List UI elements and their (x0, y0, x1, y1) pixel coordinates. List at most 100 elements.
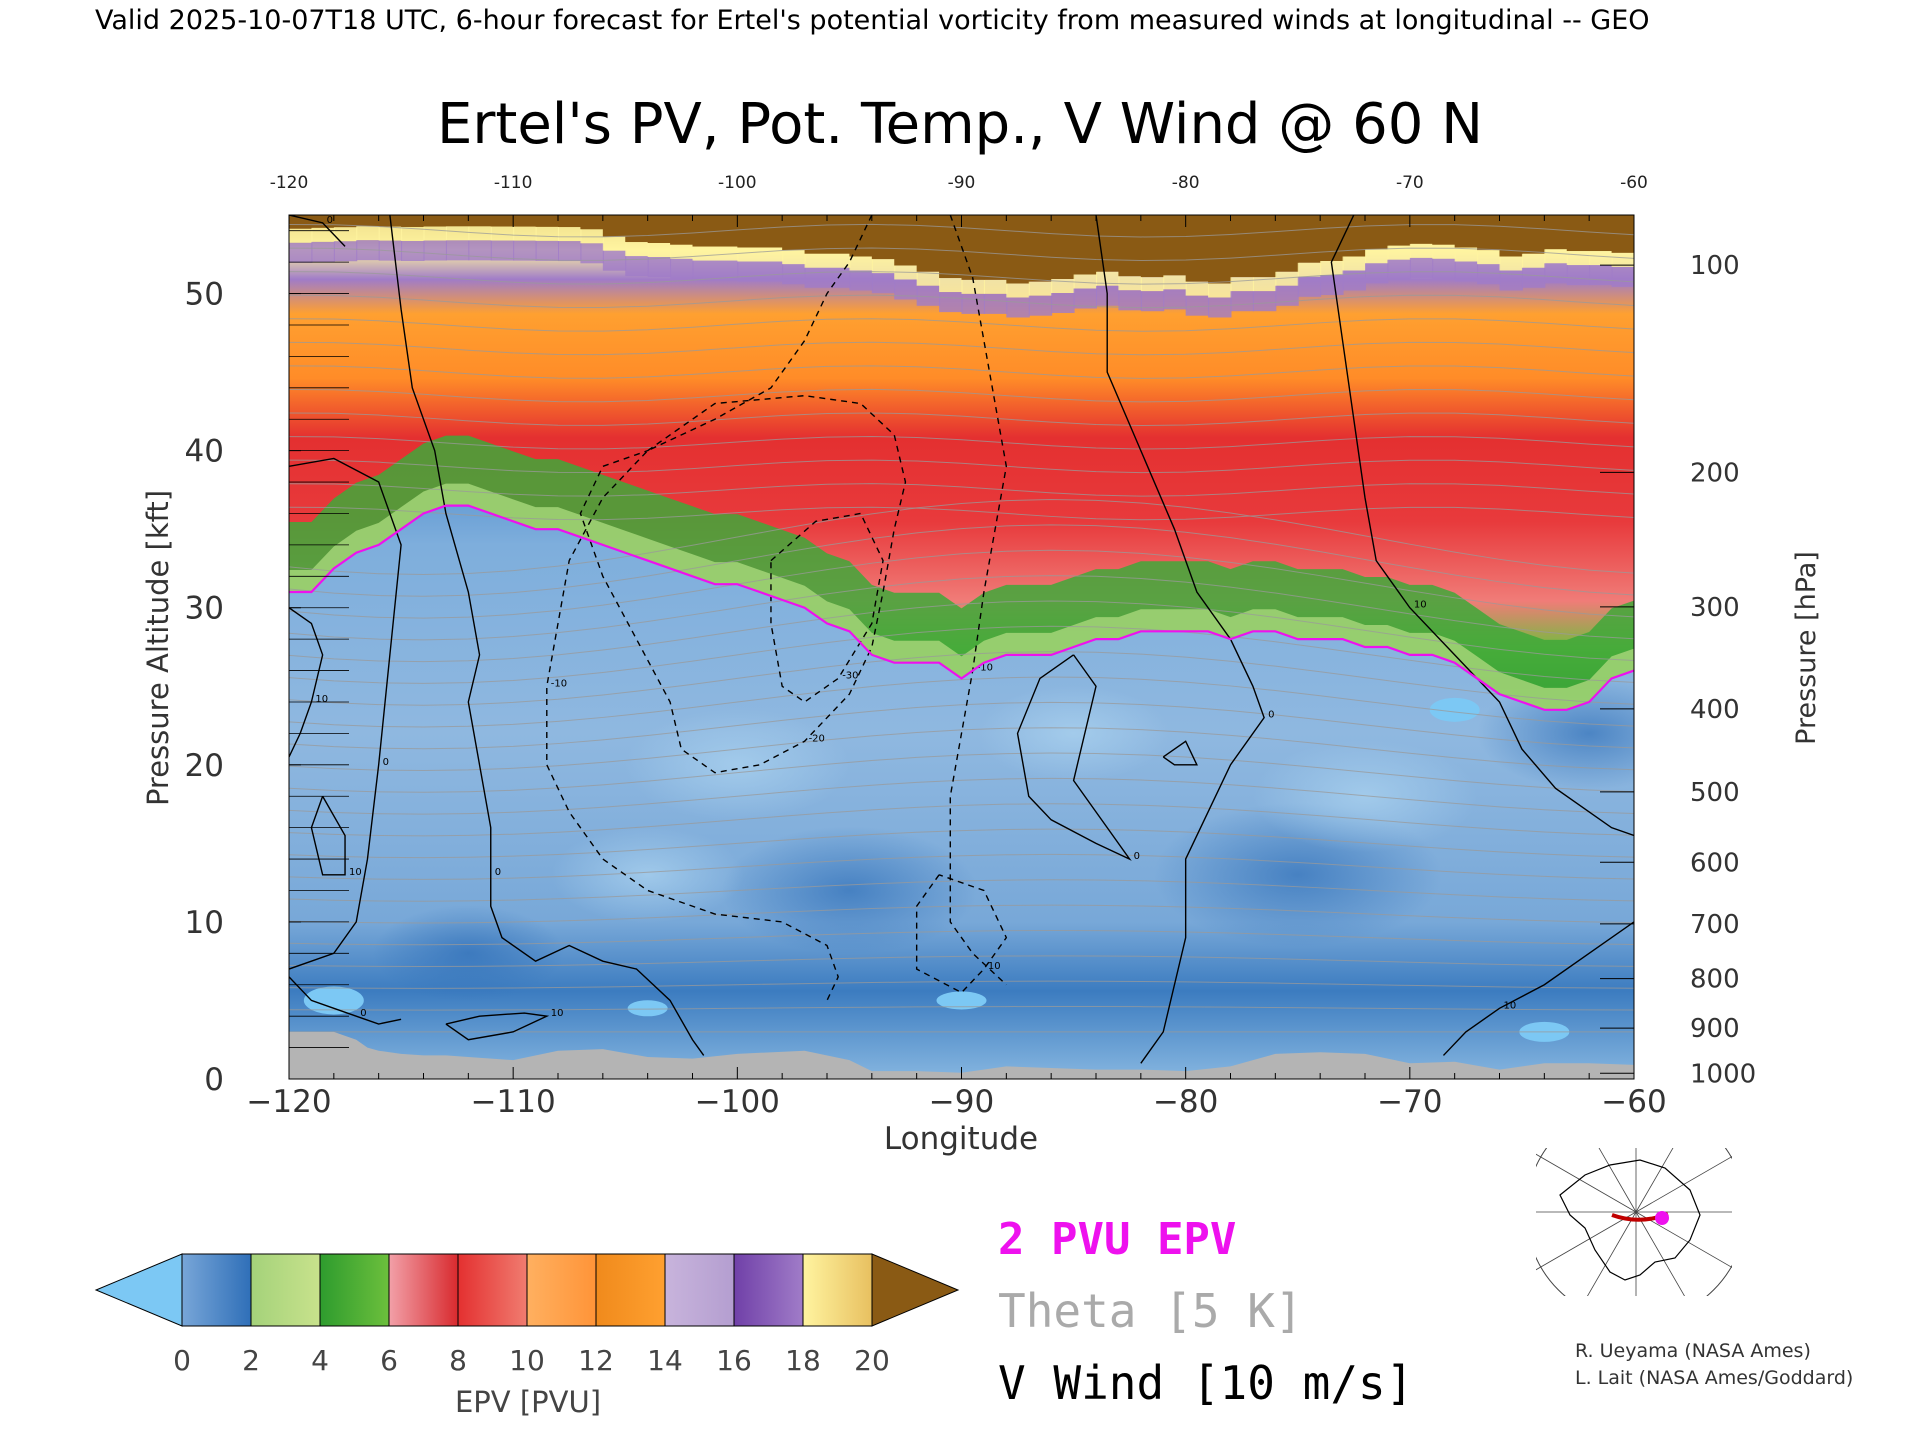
top-band-38 (1208, 215, 1232, 284)
top-band-52 (1521, 215, 1546, 254)
purple-band-56 (1611, 266, 1634, 287)
wind-contour-label-7: -20 (809, 733, 825, 744)
colorbar-segment-5 (526, 1253, 597, 1327)
wind-contour-13 (310, 795, 346, 876)
theta-line-29 (289, 341, 1634, 356)
colorbar-over-arrow (871, 1253, 960, 1327)
y2-axis-label: Pressure [hPa] (1791, 551, 1822, 745)
purple-band-8 (468, 240, 492, 261)
field-shade-4 (625, 708, 850, 821)
x-tick-label-3: −90 (929, 1084, 994, 1120)
purple-band-53 (1544, 263, 1568, 284)
yellow-band-1 (311, 227, 335, 242)
theta-line-11 (289, 752, 1634, 793)
top-band-31 (1051, 215, 1075, 279)
x-tick-label-1: −110 (471, 1084, 556, 1120)
theta-line-9 (289, 803, 1634, 837)
purple-band-5 (401, 240, 425, 261)
p-tick-label-3: 400 (1690, 695, 1740, 725)
yellow-band-22 (849, 256, 873, 271)
legend-entry-1: Theta [5 K] (998, 1284, 1303, 1338)
p-tick-label-9: 1000 (1690, 1059, 1756, 1089)
legend-entry-0: 2 PVU EPV (998, 1214, 1236, 1265)
colorbar-tick-label-4: 8 (449, 1344, 467, 1377)
top-band-49 (1454, 215, 1479, 248)
epv-field (289, 215, 1634, 1079)
yellow-band-21 (804, 253, 851, 268)
purple-band-13 (580, 243, 604, 264)
yellow-band-14 (602, 236, 627, 251)
legend-entry-2: V Wind [10 m/s] (998, 1356, 1413, 1410)
low-pv-patch-0 (1429, 697, 1480, 722)
theta-line-30 (289, 318, 1634, 332)
wind-contour-label-4: 10 (315, 694, 328, 705)
purple-band-51 (1499, 270, 1523, 291)
colorbar-under-arrow (94, 1253, 183, 1327)
purple-band-48 (1432, 258, 1456, 279)
yellow-band-38 (1208, 283, 1232, 298)
purple-band-16 (647, 257, 672, 277)
purple-band-6 (423, 240, 447, 261)
yellow-band-13 (580, 229, 604, 244)
wind-contour-1 (1095, 215, 1265, 1064)
top-band-53 (1544, 215, 1568, 250)
top-band-9 (490, 215, 515, 227)
wind-contour-label-6: -10 (977, 663, 993, 674)
low-pv-patch-2 (627, 1000, 668, 1017)
purple-band-49 (1454, 261, 1479, 282)
top-band-36 (1163, 215, 1187, 276)
top-band-7 (445, 215, 470, 227)
theta-contours (289, 223, 1634, 1033)
purple-band-27 (961, 293, 985, 314)
colorbar-tick-label-7: 14 (647, 1344, 683, 1377)
wind-contour-label-8: -30 (842, 670, 858, 681)
purple-band-25 (916, 285, 941, 306)
theta-line-32 (289, 271, 1634, 285)
colorbar-tick-label-10: 20 (854, 1344, 890, 1377)
x-top-tick-label-1: -110 (494, 173, 533, 193)
top-band-32 (1073, 215, 1097, 275)
theta-line-13 (289, 701, 1634, 750)
wind-contour-9 (915, 874, 1008, 994)
yellow-band-36 (1163, 275, 1187, 290)
colorbar-tick-label-5: 10 (509, 1344, 545, 1377)
theta-line-23 (289, 483, 1634, 497)
purple-band-11 (535, 240, 559, 261)
purple-band-9 (490, 240, 515, 261)
x-tick-label-2: −100 (695, 1084, 780, 1120)
field-shade-5 (977, 685, 1170, 782)
inset-meridian (1635, 1148, 1674, 1213)
purple-band-47 (1409, 257, 1434, 278)
purple-band-50 (1477, 264, 1501, 285)
x-tick-label-5: −70 (1377, 1084, 1442, 1120)
purple-band-30 (1028, 295, 1053, 316)
theta-line-17 (289, 600, 1634, 663)
y-tick-label-0: 0 (204, 1062, 224, 1098)
purple-band-1 (311, 241, 335, 262)
x-axis-label: Longitude (884, 1121, 1038, 1157)
theta-line-26 (289, 412, 1634, 426)
yellow-band-5 (401, 226, 425, 241)
colorbar-segment-4 (457, 1253, 528, 1327)
theta-line-28 (289, 365, 1634, 379)
purple-band-26 (939, 292, 963, 313)
low-pv-patch-3 (936, 991, 987, 1010)
purple-band-17 (670, 258, 694, 279)
yellow-band-9 (490, 226, 515, 241)
field-shade-3 (1477, 677, 1634, 790)
top-band-19 (737, 215, 784, 248)
theta-line-12 (289, 727, 1634, 772)
yellow-band-55 (1589, 251, 1613, 266)
theta-line-3 (289, 955, 1634, 968)
purple-band-54 (1566, 265, 1591, 286)
terrain (289, 1031, 1634, 1079)
purple-band-29 (1006, 297, 1030, 318)
theta-line-2 (289, 980, 1634, 989)
purple-band-28 (983, 293, 1008, 314)
x-top-tick-label-3: -90 (948, 173, 976, 193)
theta-line-18 (289, 575, 1634, 641)
colorbar-tick-label-1: 2 (242, 1344, 260, 1377)
yellow-band-12 (558, 227, 582, 242)
colorbar-label: EPV [PVU] (455, 1385, 601, 1419)
top-band-40 (1252, 215, 1277, 278)
